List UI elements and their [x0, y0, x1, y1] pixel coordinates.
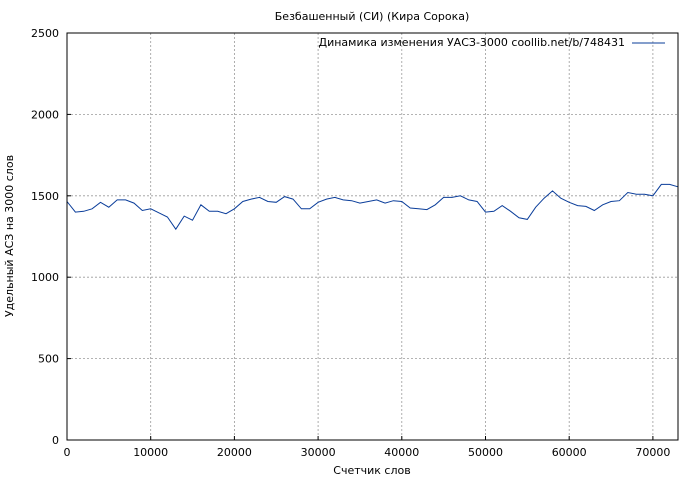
y-tick-label: 0 — [52, 434, 59, 447]
chart-title: Безбашенный (СИ) (Кира Сорока) — [275, 10, 470, 23]
x-axis-label: Счетчик слов — [333, 464, 410, 477]
y-tick-label: 1000 — [31, 271, 59, 284]
series-line — [66, 183, 679, 231]
axis-ticks: 0 10000 20000 30000 40000 50000 60000 70000 0 500… — [31, 27, 670, 459]
x-tick-label: 0 — [64, 446, 71, 459]
legend: Динамика изменения УАСЗ-3000 coollib.net… — [319, 36, 665, 49]
y-axis-label: Удельный АСЗ на 3000 слов — [3, 155, 16, 317]
grid-lines — [67, 33, 678, 440]
y-tick-label: 2500 — [31, 27, 59, 40]
y-tick-label: 500 — [38, 353, 59, 366]
x-tick-label: 10000 — [133, 446, 168, 459]
series-layer — [66, 183, 679, 231]
plot-frame — [66, 32, 679, 441]
x-tick-label: 70000 — [635, 446, 670, 459]
x-tick-label: 40000 — [384, 446, 419, 459]
x-tick-label: 20000 — [217, 446, 252, 459]
x-tick-label: 60000 — [552, 446, 587, 459]
x-tick-label: 50000 — [468, 446, 503, 459]
legend-series-label: Динамика изменения УАСЗ-3000 coollib.net… — [319, 36, 626, 49]
y-tick-label: 2000 — [31, 108, 59, 121]
y-tick-label: 1500 — [31, 190, 59, 203]
x-tick-label: 30000 — [301, 446, 336, 459]
